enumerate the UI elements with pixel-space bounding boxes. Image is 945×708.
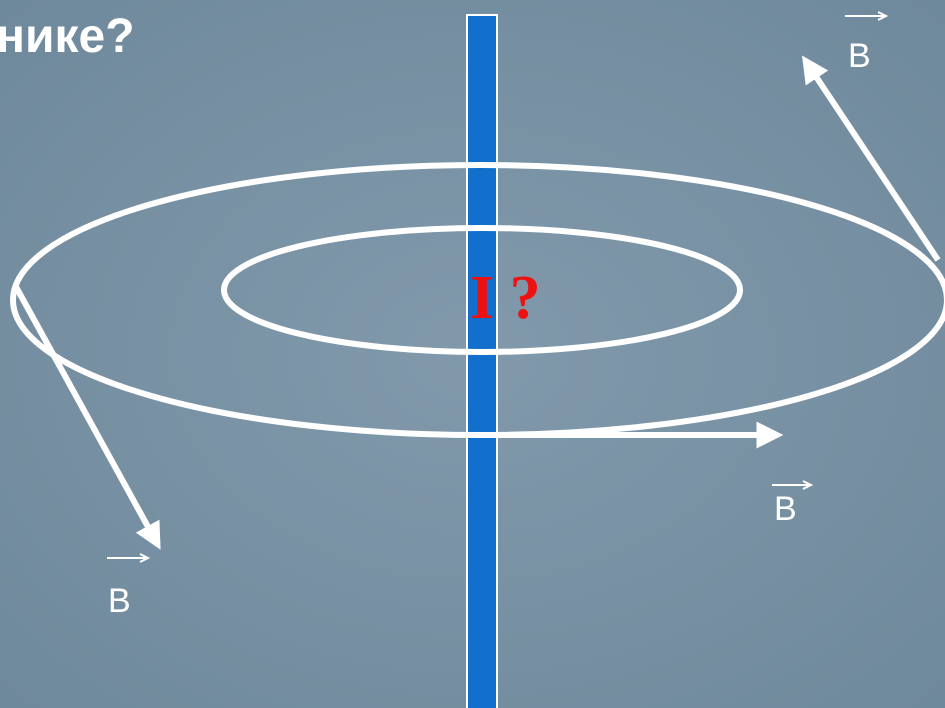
field-label: B: [848, 37, 871, 75]
diagram: нике? I ? B B B: [0, 0, 945, 708]
page: нике? I ? B B B (() => { const data = JS…: [0, 0, 945, 708]
current-label: I ?: [470, 264, 541, 332]
title: нике?: [0, 10, 135, 63]
field-label: B: [108, 582, 131, 620]
field-label: B: [774, 490, 797, 528]
conductor: [467, 15, 497, 708]
